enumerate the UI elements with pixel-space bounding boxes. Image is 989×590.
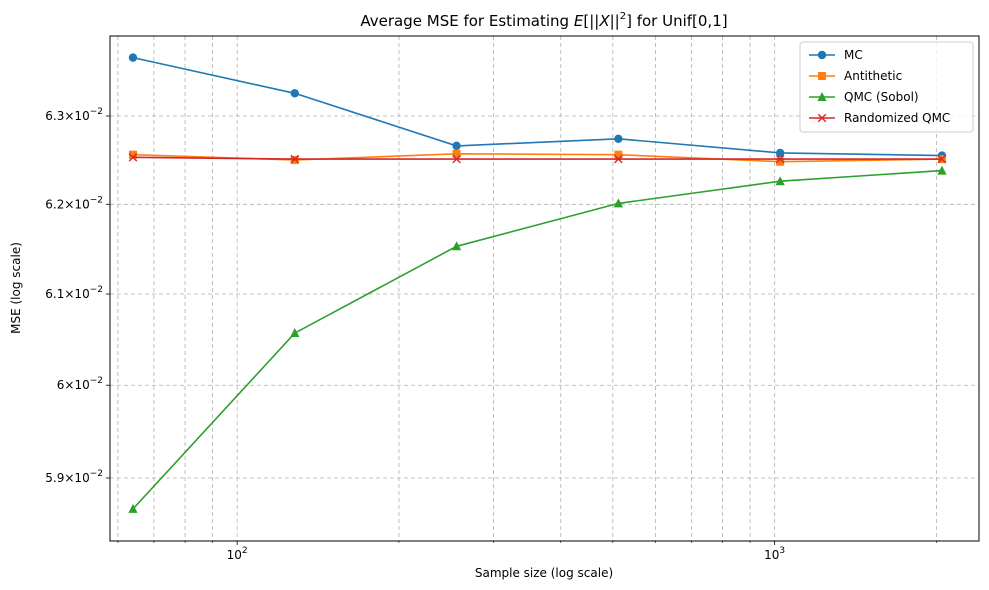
series-line-mc — [132, 56, 943, 157]
legend-marker — [817, 113, 827, 123]
legend-marker — [818, 72, 826, 80]
series-qmc-sobol — [128, 165, 947, 513]
legend-label: QMC (Sobol) — [844, 90, 919, 104]
chart-title: Average MSE for Estimating E[||X||2] for… — [360, 11, 727, 30]
grid — [110, 36, 979, 541]
x-tick-label: 103 — [764, 546, 785, 562]
legend-marker — [817, 92, 827, 101]
series-line-randomized-qmc — [132, 156, 942, 160]
data-point-mc — [452, 141, 461, 151]
data-point-randomized-qmc — [614, 154, 623, 164]
legend-label: Antithetic — [844, 69, 902, 83]
title-e: E — [574, 12, 584, 30]
data-point-qmc-sobol — [937, 165, 947, 175]
axis-ticks: 102 103 5.9×10−2 6×10−2 6.1×10−2 6.2×10−2 6.3×… — [45, 107, 937, 562]
y-tick-label: 6.3×10−2 — [45, 107, 103, 123]
data-point-qmc-sobol — [775, 176, 785, 186]
y-tick-label: 5.9×10−2 — [45, 469, 103, 485]
data-point-antithetic — [452, 149, 461, 158]
data-point-qmc-sobol — [613, 198, 623, 208]
series — [128, 53, 947, 513]
data-point-antithetic — [776, 157, 785, 166]
legend-label: MC — [844, 48, 863, 62]
data-point-randomized-qmc — [937, 154, 947, 164]
data-point-mc — [290, 89, 299, 98]
series-mc — [128, 53, 947, 160]
title-superscript: 2 — [620, 11, 626, 22]
data-point-mc — [614, 134, 623, 144]
data-point-mc — [128, 53, 138, 62]
legend-box — [799, 41, 974, 133]
data-point-qmc-sobol — [451, 241, 462, 251]
series-randomized-qmc — [128, 153, 947, 164]
y-axis-label: MSE (log scale) — [9, 242, 23, 334]
data-point-mc — [775, 148, 785, 158]
x-tick-label: 102 — [227, 546, 248, 562]
data-point-antithetic — [614, 150, 623, 159]
y-tick-label: 6.2×10−2 — [45, 195, 103, 211]
title-x: X — [598, 12, 610, 30]
data-point-randomized-qmc — [452, 154, 461, 164]
data-point-randomized-qmc — [775, 154, 785, 164]
data-point-qmc-sobol — [128, 503, 138, 513]
data-point-qmc-sobol — [290, 328, 300, 338]
legend-marker — [817, 50, 827, 60]
data-point-randomized-qmc — [290, 154, 300, 164]
legend-label: Randomized QMC — [844, 111, 950, 125]
plot-frame — [109, 35, 980, 542]
series-line-qmc-sobol — [132, 169, 943, 510]
data-point-randomized-qmc — [128, 153, 138, 162]
y-tick-label: 6×10−2 — [57, 376, 103, 392]
data-point-antithetic — [128, 150, 137, 159]
legend: MC Antithetic QMC (Sobol) Randomized QMC — [799, 41, 974, 133]
y-tick-label: 6.1×10−2 — [45, 285, 103, 301]
x-axis-label: Sample size (log scale) — [475, 566, 613, 580]
